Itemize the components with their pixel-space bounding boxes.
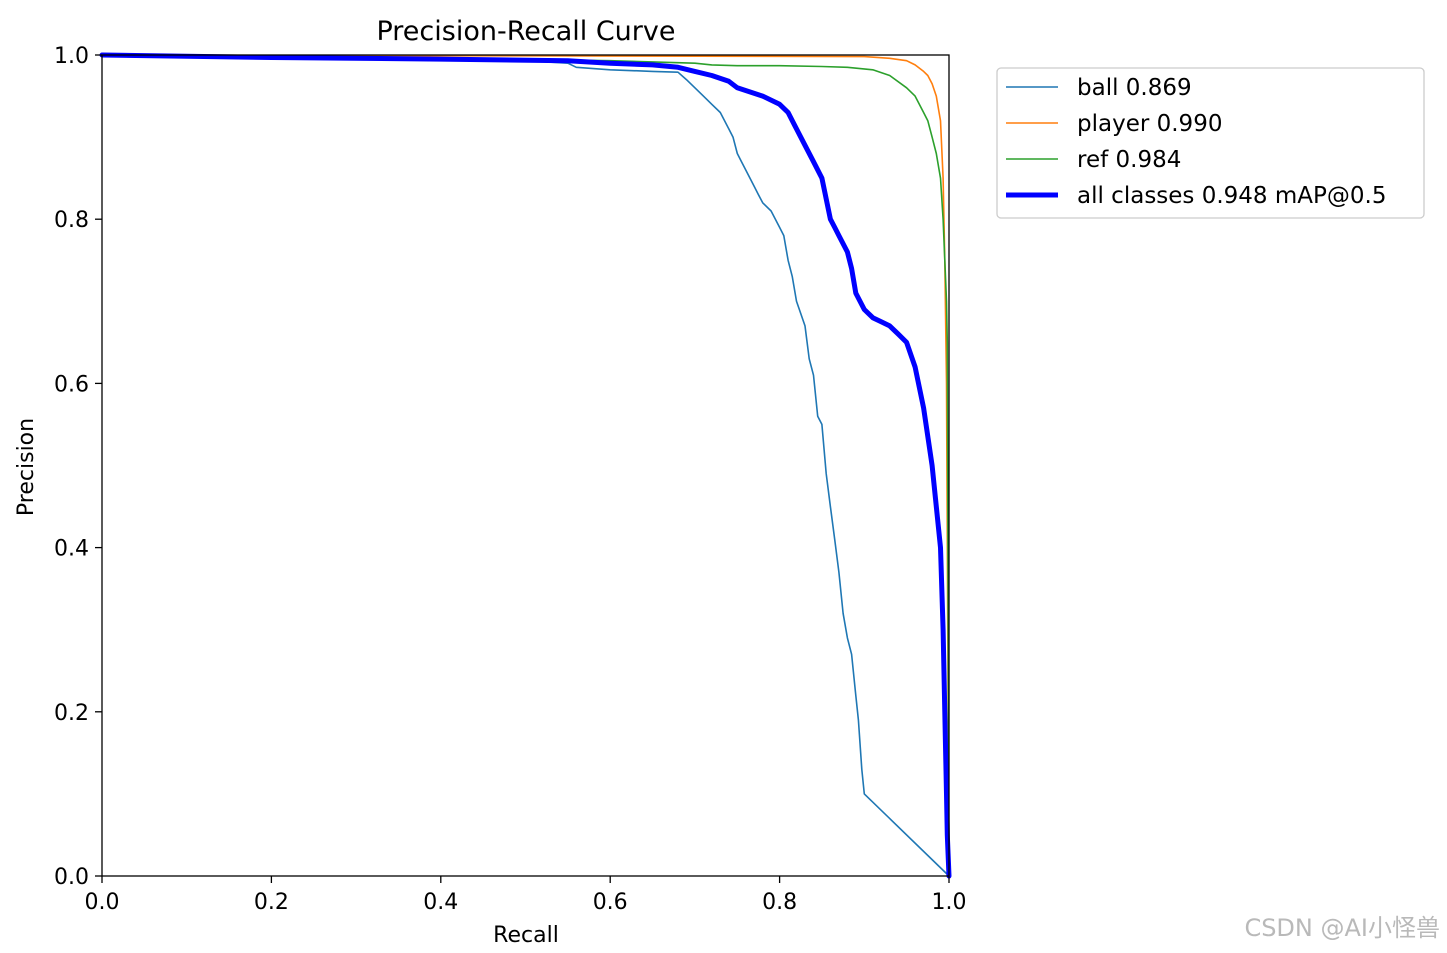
legend-label: player 0.990: [1077, 111, 1222, 137]
series-line-ref: [101, 54, 950, 877]
x-tick-label: 0.2: [254, 890, 289, 915]
y-axis-label: Precision: [14, 418, 39, 516]
plot-background: [102, 55, 949, 876]
x-tick-label: 1.0: [932, 890, 967, 915]
x-tick-label: 0.6: [593, 890, 628, 915]
watermark-text: CSDN @AI小怪兽: [1244, 914, 1440, 942]
series-line-ball: [101, 54, 950, 877]
y-tick-label: 0.2: [54, 701, 89, 726]
legend-label: ref 0.984: [1077, 147, 1181, 173]
plot-area: [99, 52, 952, 879]
legend-label: ball 0.869: [1077, 75, 1192, 101]
x-tick-label: 0.4: [423, 890, 458, 915]
y-tick-label: 0.6: [54, 372, 89, 397]
x-tick-label: 0.8: [762, 890, 797, 915]
x-axis-label: Recall: [493, 923, 559, 948]
y-tick-label: 0.0: [54, 865, 89, 890]
y-tick-label: 1.0: [54, 44, 89, 69]
y-axis-ticks: 0.0 0.2 0.4 0.6 0.8 1.0: [54, 44, 102, 890]
legend-frame: [996, 67, 1425, 219]
legend: ball 0.869 player 0.990 ref 0.984 all class…: [996, 67, 1425, 219]
y-tick-label: 0.4: [54, 537, 89, 562]
series-layer: [99, 52, 952, 879]
x-tick-label: 0.0: [85, 890, 120, 915]
x-axis-ticks: 0.0 0.2 0.4 0.6 0.8 1.0: [85, 876, 967, 915]
plot-frame: [101, 54, 950, 877]
y-tick-label: 0.8: [54, 208, 89, 233]
legend-label: all classes 0.948 mAP@0.5: [1077, 183, 1386, 209]
series-line-all-classes: [99, 52, 952, 879]
chart-title: Precision-Recall Curve: [376, 16, 675, 47]
